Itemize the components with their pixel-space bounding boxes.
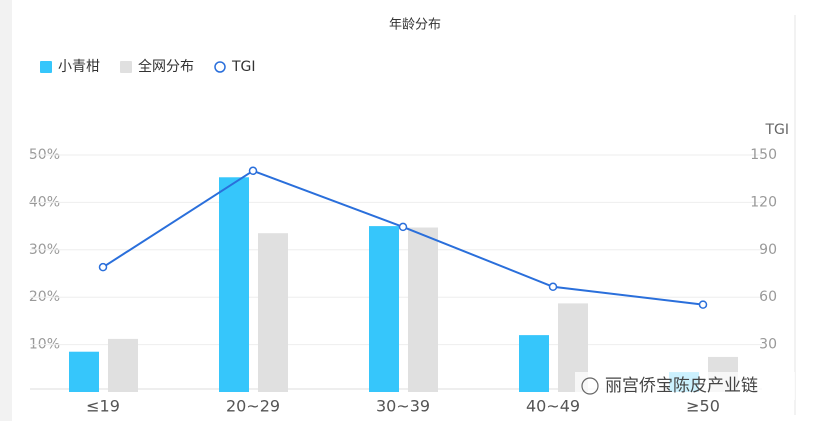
- tgi-point: [98, 262, 108, 272]
- legend-label: 小青柑: [58, 59, 100, 75]
- legend-marker: [120, 61, 132, 73]
- y2-axis-label: TGI: [764, 122, 789, 138]
- bar: [108, 338, 138, 392]
- y2-tick-label: 60: [759, 289, 777, 305]
- watermark-bg: [575, 372, 795, 400]
- legend-marker: [214, 61, 226, 73]
- bar: [258, 233, 288, 392]
- y2-tick-label: 90: [759, 242, 777, 258]
- tgi-point: [248, 166, 258, 176]
- y2-tick-label: 150: [750, 147, 777, 163]
- tgi-line: [102, 169, 704, 306]
- bar: [369, 226, 399, 392]
- x-tick-label: 40~49: [526, 397, 580, 416]
- x-tick-label: ≤19: [86, 397, 120, 416]
- y2-tick-label: 30: [759, 337, 777, 353]
- watermark-icon: [581, 377, 599, 395]
- y2-tick-label: 120: [750, 194, 777, 210]
- chart-title: 年龄分布: [389, 18, 441, 33]
- x-tick-label: 30~39: [376, 397, 430, 416]
- bar: [408, 227, 438, 392]
- side-strip: [0, 0, 12, 421]
- x-tick-label: 20~29: [226, 397, 280, 416]
- watermark: 丽宫侨宝陈皮产业链: [605, 376, 758, 396]
- tgi-point: [398, 222, 408, 232]
- legend-label: TGI: [231, 59, 256, 75]
- legend-marker: [40, 61, 52, 73]
- x-tick-label: ≥50: [686, 397, 720, 416]
- tgi-point: [698, 300, 708, 309]
- bar: [519, 335, 549, 392]
- bar: [69, 351, 99, 392]
- bar: [219, 177, 249, 392]
- legend-label: 全网分布: [138, 58, 194, 75]
- tgi-point: [548, 282, 558, 292]
